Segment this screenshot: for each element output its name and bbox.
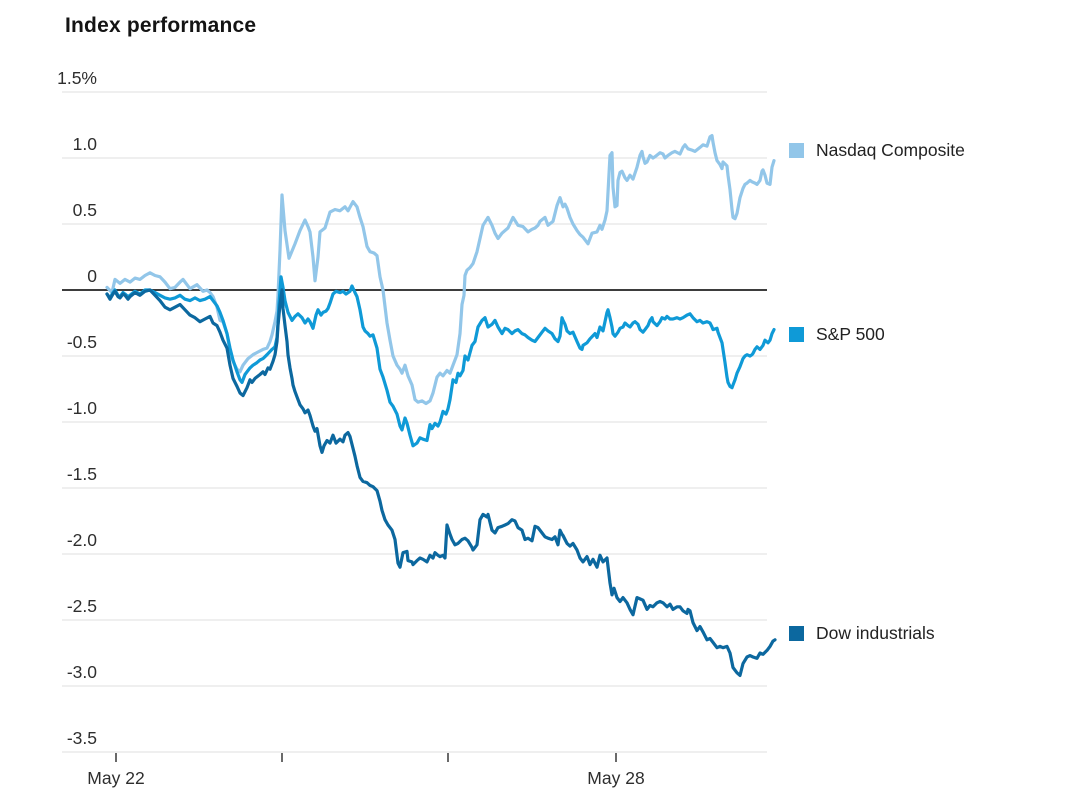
y-axis-tick-label: 0 — [87, 266, 97, 286]
legend-item-dow: Dow industrials — [789, 623, 935, 644]
legend-label-dow: Dow industrials — [816, 623, 935, 643]
y-axis-tick-label: -2.5 — [67, 596, 97, 616]
y-axis-tick-label: -2.0 — [67, 530, 97, 550]
series-line-nasdaq-composite — [105, 134, 776, 406]
y-axis-tick-label: 1.5% — [57, 68, 97, 88]
y-axis-tick-label: -3.5 — [67, 728, 97, 748]
chart-title: Index performance — [65, 14, 257, 37]
y-axis-tick-label: -0.5 — [67, 332, 97, 352]
x-axis-tick-label: May 28 — [587, 768, 644, 788]
series-line-s-p-500 — [105, 275, 776, 448]
legend-label-nasdaq: Nasdaq Composite — [816, 140, 965, 160]
x-axis-tick-label: May 22 — [87, 768, 144, 788]
y-axis-tick-label: -3.0 — [67, 662, 97, 682]
y-axis-tick-label: -1.0 — [67, 398, 97, 418]
legend-swatch-dow-icon — [789, 626, 804, 641]
legend-swatch-sp500-icon — [789, 327, 804, 342]
legend-swatch-nasdaq-icon — [789, 143, 804, 158]
y-axis-tick-label: -1.5 — [67, 464, 97, 484]
legend-label-sp500: S&P 500 — [816, 324, 885, 344]
y-axis-tick-label: 0.5 — [73, 200, 97, 220]
series-line-dow-industrials — [105, 288, 777, 678]
y-axis-tick-label: 1.0 — [73, 134, 98, 154]
legend-item-sp500: S&P 500 — [789, 324, 885, 345]
legend-item-nasdaq: Nasdaq Composite — [789, 140, 965, 161]
